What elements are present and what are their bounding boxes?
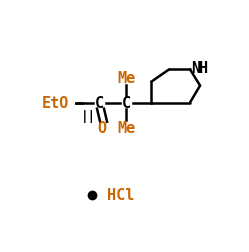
Text: H: H <box>199 61 208 76</box>
Text: O: O <box>98 121 107 136</box>
Text: Me: Me <box>117 70 135 85</box>
Text: HCl: HCl <box>107 188 134 203</box>
Text: EtO: EtO <box>42 96 70 111</box>
Text: C: C <box>122 96 131 111</box>
Text: N: N <box>191 61 201 76</box>
Text: ||: || <box>81 110 96 123</box>
Text: C: C <box>95 96 104 111</box>
Text: Me: Me <box>117 121 135 136</box>
